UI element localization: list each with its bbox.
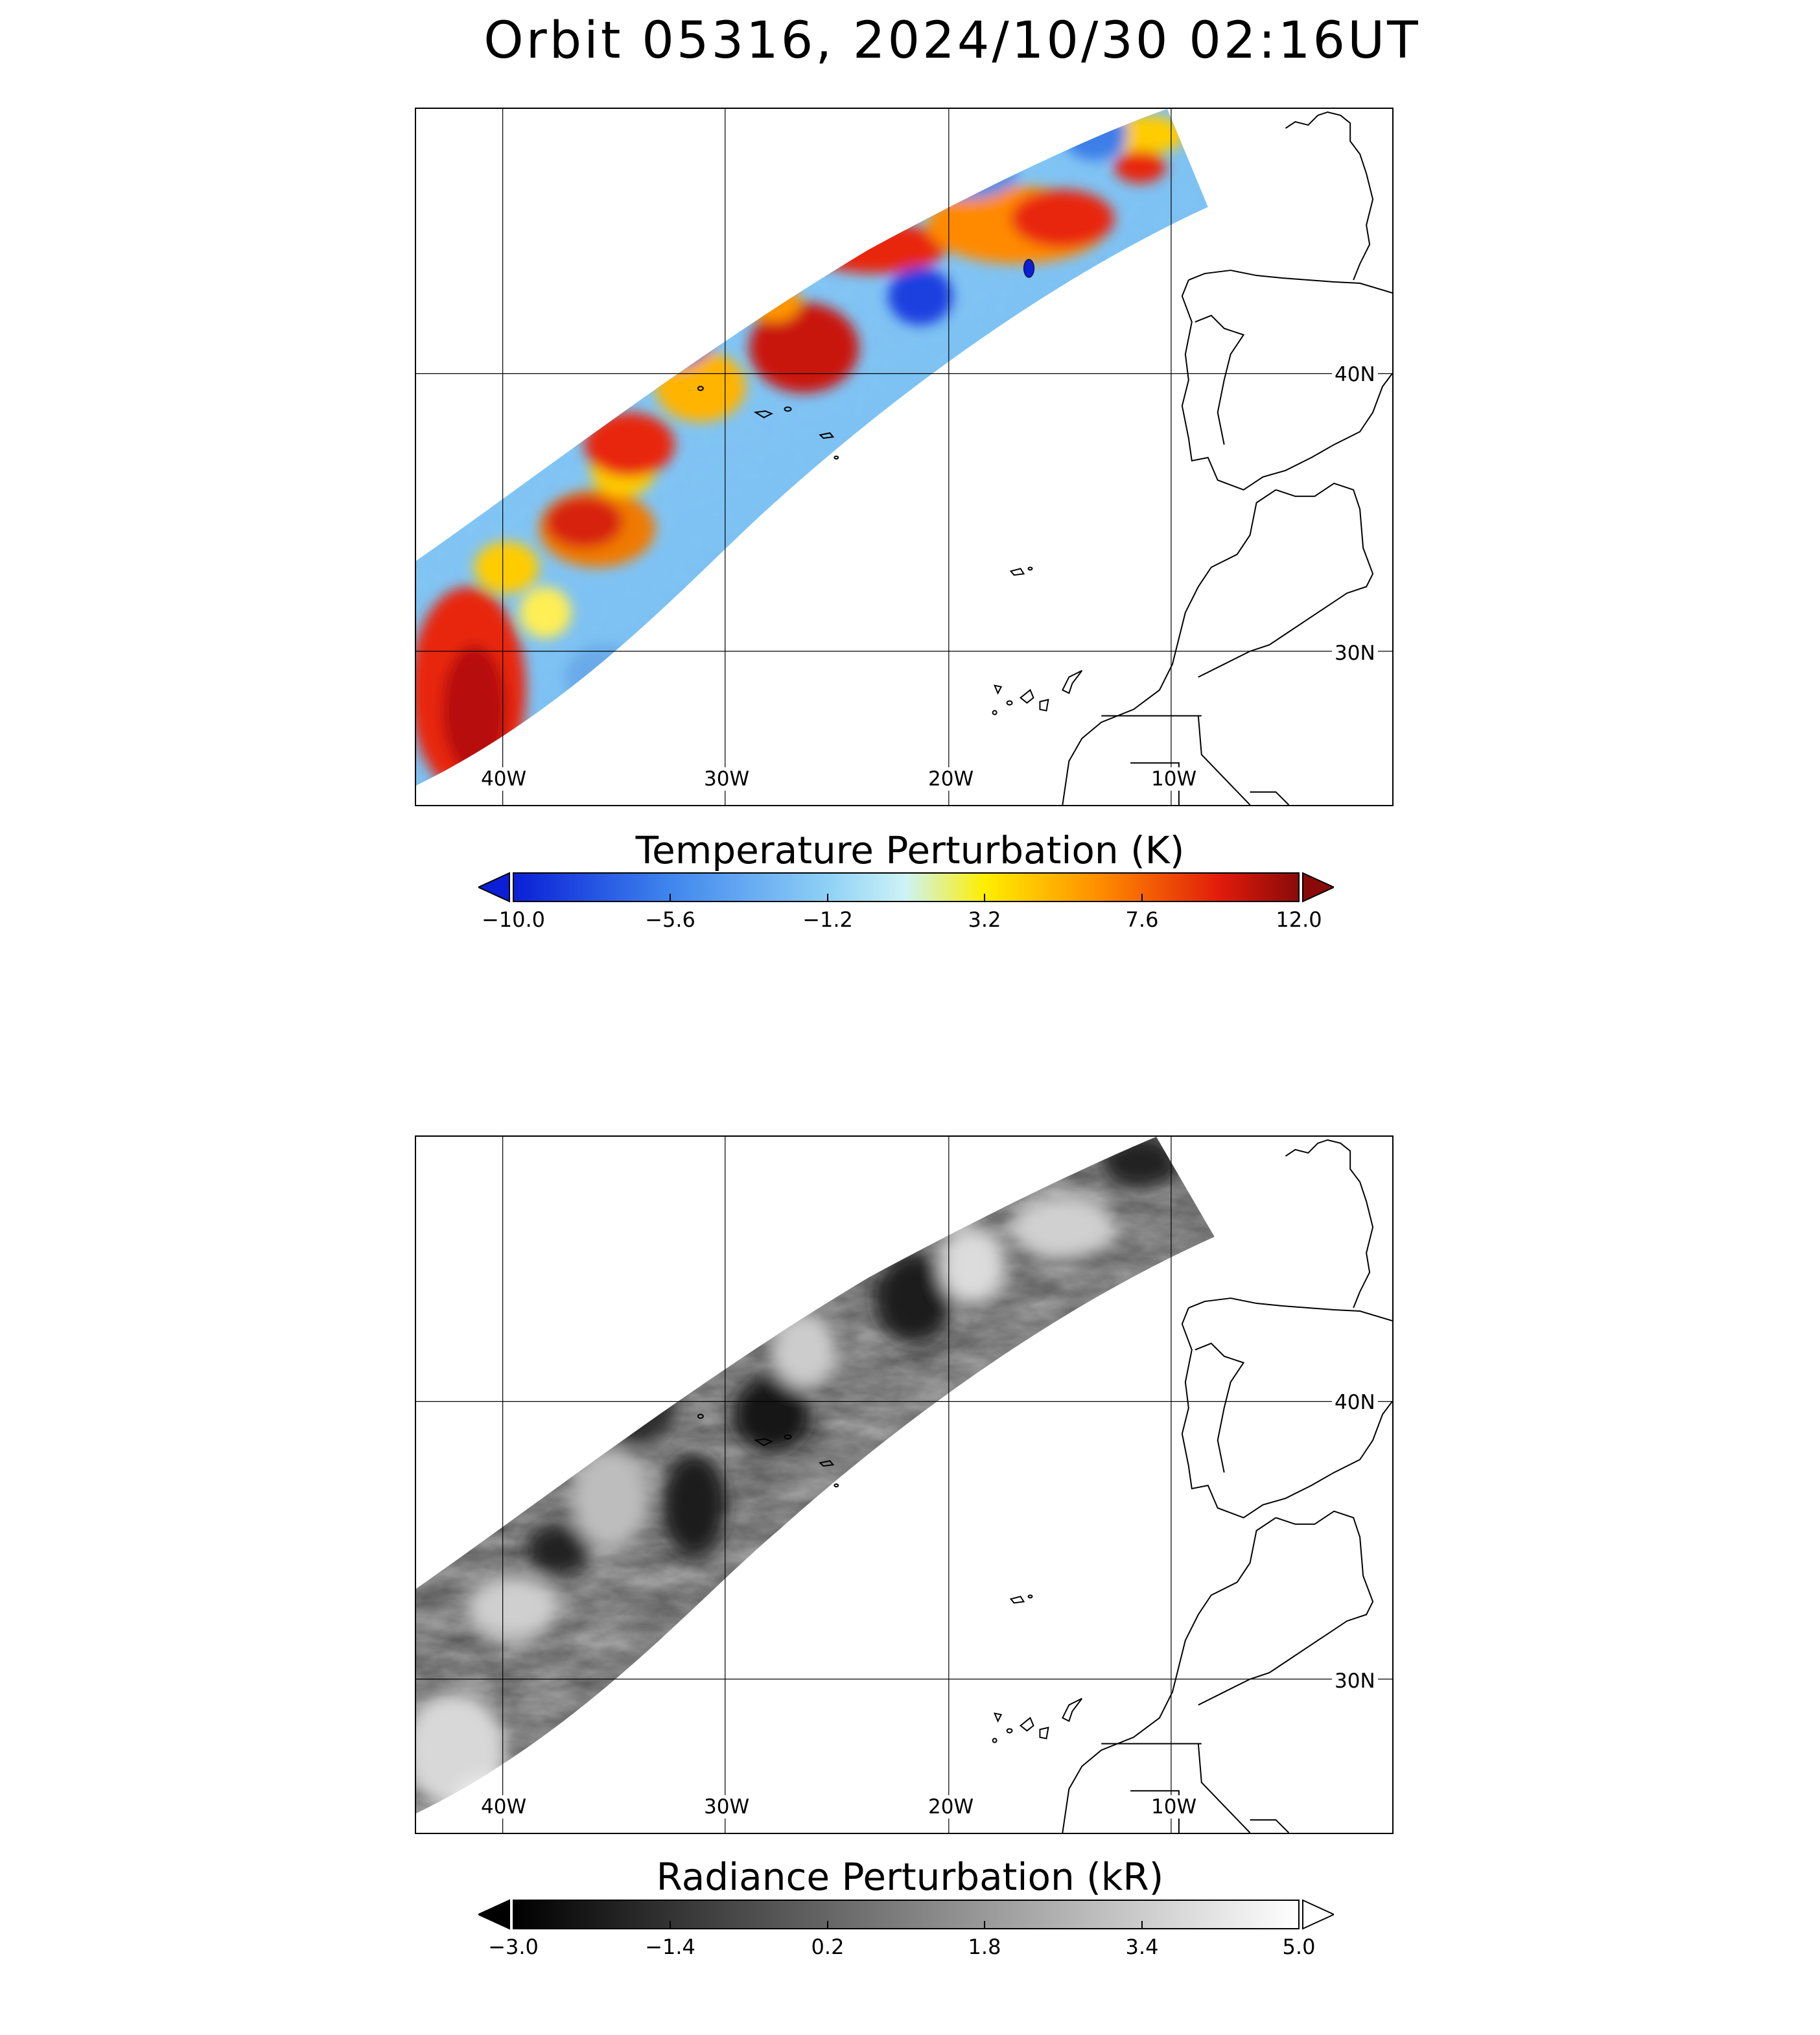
- colorbar-title-radiance: Radiance Perturbation (kR): [656, 1855, 1164, 1899]
- lon-label-40w: 40W: [478, 767, 530, 791]
- lon-label-30w: 30W: [701, 767, 752, 791]
- figure-title: Orbit 05316, 2024/10/30 02:16UT: [484, 12, 1421, 70]
- lon-label-40w-bottom: 40W: [478, 1795, 530, 1819]
- temperature-tick-2: −1.2: [802, 907, 853, 932]
- lat-label-40n: 40N: [1332, 363, 1378, 386]
- radiance-tick-4: 3.4: [1125, 1935, 1159, 1959]
- colorbar-radiance: [476, 1899, 1336, 1930]
- lat-label-30n: 30N: [1332, 642, 1378, 665]
- temperature-tick-4: 7.6: [1125, 907, 1159, 932]
- radiance-tick-3: 1.8: [968, 1935, 1001, 1959]
- lon-label-10w-bottom: 10W: [1149, 1795, 1200, 1819]
- radiance-tick-5: 5.0: [1282, 1935, 1316, 1959]
- lon-label-10w: 10W: [1149, 767, 1200, 791]
- colorbar-title-temperature: Temperature Perturbation (K): [635, 828, 1185, 872]
- coastlines: [1062, 111, 1392, 805]
- temperature-map-canvas: [416, 109, 1392, 805]
- islands: [697, 386, 1083, 715]
- temperature-tick-3: 3.2: [968, 907, 1001, 932]
- colorbar-temperature: [476, 872, 1336, 903]
- radiance-tick-2: 0.2: [811, 1935, 845, 1959]
- radiance-map: 40W 30W 20W 10W 40N 30N: [415, 1135, 1394, 1834]
- lat-label-30n-bottom: 30N: [1332, 1669, 1378, 1693]
- radiance-map-canvas: [416, 1137, 1392, 1833]
- radiance-tick-0: −3.0: [488, 1935, 539, 1959]
- lon-label-30w-bottom: 30W: [701, 1795, 752, 1819]
- graticule: [416, 109, 1392, 805]
- lon-label-20w: 20W: [926, 767, 977, 791]
- lat-label-40n-bottom: 40N: [1332, 1391, 1378, 1414]
- radiance-tick-1: −1.4: [645, 1935, 695, 1959]
- lon-label-20w-bottom: 20W: [926, 1795, 977, 1819]
- temperature-tick-0: −10.0: [481, 907, 546, 932]
- radiance-swath: [416, 1137, 1215, 1814]
- temperature-map: 40W 30W 20W 10W 40N 30N: [415, 108, 1394, 806]
- temperature-tick-1: −5.6: [645, 907, 695, 932]
- temperature-tick-5: 12.0: [1276, 907, 1322, 932]
- temperature-swath: [416, 109, 1208, 786]
